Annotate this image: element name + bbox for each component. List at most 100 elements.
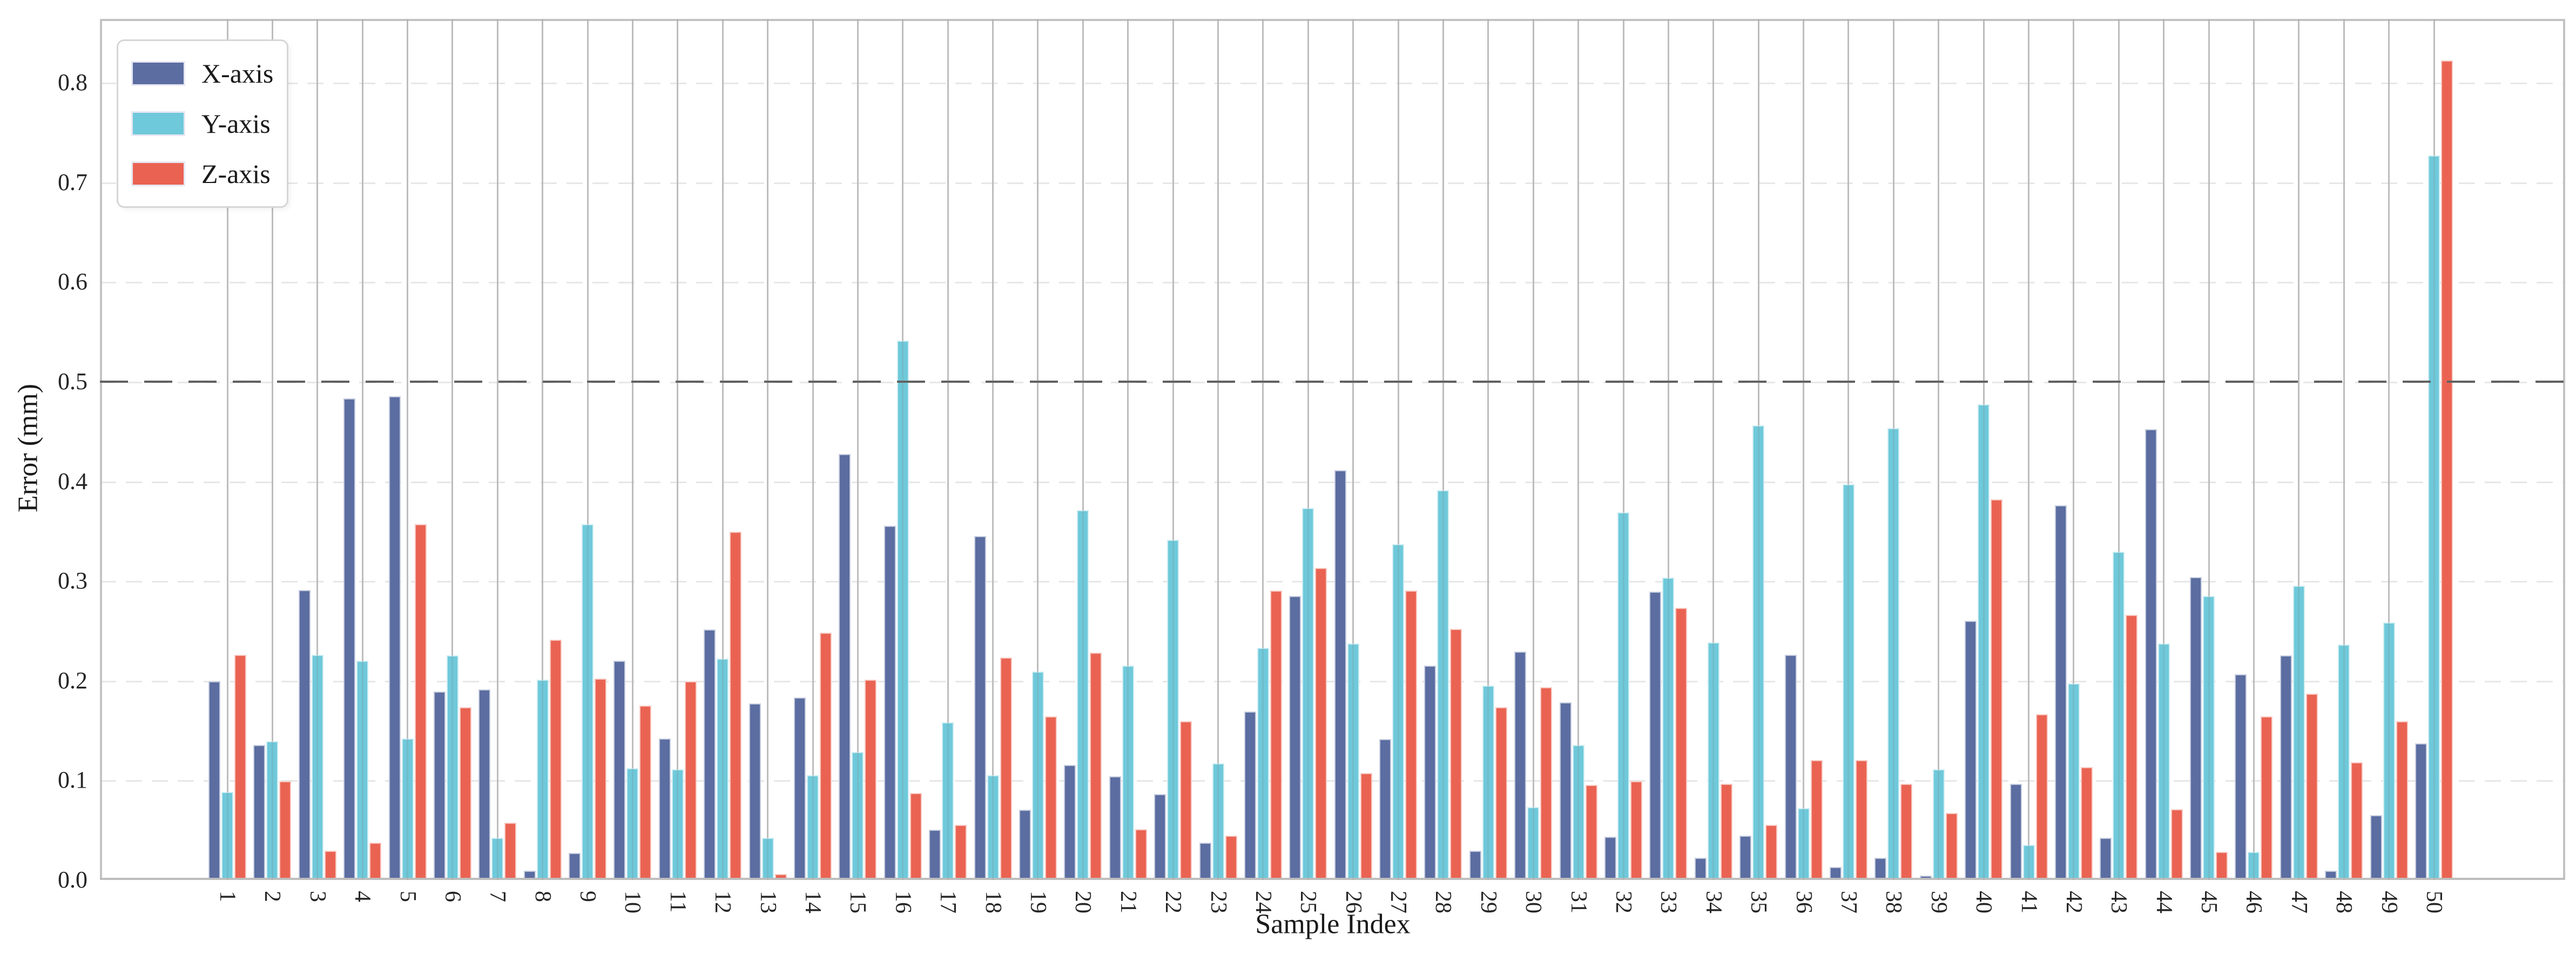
y-tick-label: 0.4	[58, 468, 87, 495]
bar-x-axis-sample-25	[1289, 595, 1302, 878]
bar-x-axis-sample-48	[2325, 871, 2337, 878]
bar-z-axis-sample-45	[2216, 852, 2228, 878]
vertical-gridline-overlay	[1172, 19, 1174, 880]
bar-x-axis-sample-27	[1379, 739, 1392, 878]
x-tick-label: 19	[1025, 891, 1050, 913]
x-tick-label: 29	[1475, 891, 1501, 913]
bar-x-axis-sample-49	[2370, 815, 2382, 878]
vertical-gridline-overlay	[721, 19, 724, 880]
horizontal-gridline	[100, 182, 2565, 184]
x-tick-label: 40	[1971, 891, 1997, 913]
bar-x-axis-sample-44	[2145, 429, 2157, 878]
bar-y-axis-sample-30	[1527, 807, 1540, 878]
bar-z-axis-sample-31	[1585, 785, 1597, 878]
vertical-gridline-overlay	[947, 19, 949, 880]
x-axis-line	[100, 878, 2565, 880]
bar-z-axis-sample-9	[595, 678, 607, 878]
vertical-gridline	[2298, 19, 2300, 880]
bar-x-axis-sample-19	[1019, 810, 1031, 878]
bar-y-axis-sample-6	[446, 655, 458, 878]
bar-z-axis-sample-39	[1945, 813, 1958, 878]
bar-x-axis-sample-30	[1514, 651, 1527, 878]
x-tick-label: 18	[980, 891, 1006, 913]
x-tick-label: 46	[2241, 891, 2267, 913]
vertical-gridline-overlay	[316, 19, 319, 880]
horizontal-gridline	[100, 680, 2565, 682]
vertical-gridline	[1667, 19, 1669, 880]
vertical-gridline-overlay	[1847, 19, 1850, 880]
legend-item-y-axis: Y-axis	[131, 108, 287, 139]
bar-y-axis-sample-45	[2203, 595, 2215, 878]
vertical-gridline-overlay	[1622, 19, 1624, 880]
bar-y-axis-sample-37	[1842, 484, 1855, 878]
bar-z-axis-sample-47	[2305, 693, 2318, 878]
bar-y-axis-sample-44	[2157, 644, 2170, 878]
bar-y-axis-sample-3	[311, 654, 323, 878]
x-tick-label: 16	[890, 891, 915, 913]
bar-z-axis-sample-12	[730, 532, 742, 878]
bar-y-axis-sample-1	[221, 792, 233, 878]
vertical-gridline-overlay	[812, 19, 814, 880]
vertical-gridline	[1037, 19, 1039, 880]
bar-y-axis-sample-24	[1257, 647, 1269, 878]
vertical-gridline-overlay	[271, 19, 273, 880]
x-tick-label: 42	[2061, 891, 2086, 913]
vertical-gridline	[2208, 19, 2210, 880]
bar-z-axis-sample-16	[909, 793, 922, 878]
vertical-gridline	[1217, 19, 1219, 880]
bar-x-axis-sample-41	[2009, 784, 2022, 878]
bar-z-axis-sample-42	[2080, 767, 2093, 878]
bar-x-axis-sample-2	[253, 745, 266, 878]
bar-z-axis-sample-15	[865, 679, 877, 878]
threshold-line	[100, 381, 2565, 383]
x-tick-label: 15	[845, 891, 871, 913]
x-tick-label: 6	[440, 891, 465, 902]
bar-x-axis-sample-34	[1694, 858, 1707, 878]
vertical-gridline-overlay	[2433, 19, 2435, 880]
vertical-gridline-overlay	[1667, 19, 1669, 880]
bar-x-axis-sample-21	[1109, 776, 1121, 878]
bar-z-axis-sample-20	[1090, 652, 1102, 878]
bar-z-axis-sample-46	[2261, 716, 2273, 878]
bar-x-axis-sample-37	[1829, 866, 1842, 878]
x-tick-label: 30	[1521, 891, 1546, 913]
bar-z-axis-sample-33	[1675, 607, 1688, 878]
bar-y-axis-sample-43	[2113, 552, 2125, 878]
x-tick-label: 47	[2286, 891, 2311, 913]
horizontal-gridline	[100, 282, 2565, 284]
bar-y-axis-sample-20	[1077, 510, 1089, 878]
bar-y-axis-sample-49	[2383, 622, 2395, 878]
x-tick-label: 17	[935, 891, 961, 913]
vertical-gridline	[1847, 19, 1850, 880]
bar-x-axis-sample-28	[1424, 665, 1437, 878]
bar-x-axis-sample-13	[748, 703, 761, 878]
bar-z-axis-sample-41	[2035, 714, 2048, 878]
bar-y-axis-sample-27	[1392, 544, 1405, 878]
y-tick-label: 0.1	[58, 767, 87, 794]
bar-x-axis-sample-40	[1965, 620, 1977, 878]
vertical-gridline-overlay	[1262, 19, 1264, 880]
bar-y-axis-sample-32	[1617, 512, 1630, 878]
vertical-gridline-overlay	[451, 19, 454, 880]
bar-y-axis-sample-7	[491, 838, 504, 878]
vertical-gridline-overlay	[2253, 19, 2255, 880]
x-tick-label: 49	[2376, 891, 2402, 913]
vertical-gridline	[857, 19, 859, 880]
vertical-gridline-overlay	[226, 19, 228, 880]
bar-x-axis-sample-43	[2100, 838, 2112, 878]
bar-z-axis-sample-2	[279, 781, 292, 878]
y-tick-label: 0.0	[58, 866, 87, 893]
bar-z-axis-sample-7	[504, 823, 517, 878]
vertical-gridline-overlay	[857, 19, 859, 880]
x-tick-label: 7	[485, 891, 510, 902]
x-tick-label: 41	[2016, 891, 2041, 913]
bar-y-axis-sample-40	[1978, 404, 1990, 878]
vertical-gridline-overlay	[542, 19, 544, 880]
vertical-gridline-overlay	[1082, 19, 1084, 880]
bar-z-axis-sample-22	[1180, 721, 1192, 878]
vertical-gridline	[271, 19, 273, 880]
vertical-gridline-overlay	[1532, 19, 1534, 880]
bar-y-axis-sample-11	[671, 769, 684, 878]
x-tick-label: 36	[1791, 891, 1816, 913]
bar-x-axis-sample-29	[1469, 851, 1481, 878]
